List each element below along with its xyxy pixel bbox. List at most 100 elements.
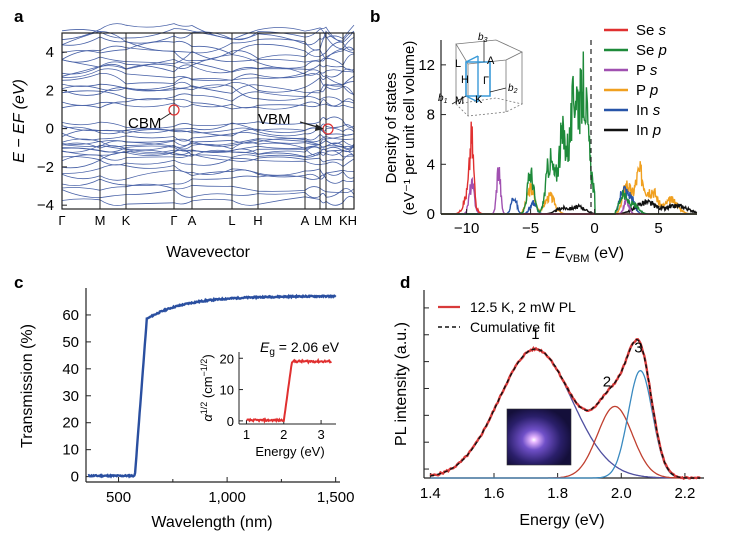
trans-xtick-label: 500 <box>106 489 131 506</box>
cbm-marker <box>168 104 180 116</box>
absorption-inset: 1 2 3 0 10 20 Eg = 2.06 eV Energy (eV) α1/2 (… <box>199 339 340 459</box>
bz-irreducible-wedge <box>465 61 491 97</box>
inset-xtick-label: 3 <box>317 427 324 442</box>
bz-label-L: L <box>455 58 461 70</box>
band-line <box>61 138 355 147</box>
dos-y-axis-label-line1: Density of states <box>383 73 400 184</box>
vbm-marker <box>322 123 334 135</box>
dos-ytick-label: 12 <box>418 57 435 74</box>
dos-ytick-label: 0 <box>427 206 435 223</box>
brillouin-zone-inset: b3 b1 b2 L A H Γ M K <box>438 32 524 117</box>
inset-xtick-label: 1 <box>243 427 250 442</box>
band-plot-frame <box>61 32 355 210</box>
pl-xtick-label: 1.8 <box>547 485 568 502</box>
vbm-arrow-head <box>315 124 324 131</box>
trans-x-axis-label: Wavelength (nm) <box>151 514 272 531</box>
trans-y-axis-label: Transmission (%) <box>19 324 36 448</box>
band-ytick-label: −4 <box>37 197 54 214</box>
dos-xlabel-sub: VBM <box>566 253 590 265</box>
pl-ticks: 1.4 1.6 1.8 2.0 2.2 <box>420 307 695 502</box>
bz-label-K: K <box>475 94 483 106</box>
legend-element: In <box>636 102 653 119</box>
band-line <box>61 46 355 65</box>
band-k-label: KH <box>339 213 357 228</box>
band-line <box>61 26 355 43</box>
inset-gap-sub: g <box>269 347 275 358</box>
band-line <box>61 77 355 93</box>
band-k-labels: Γ M K Γ A L H A LM KH <box>58 213 357 228</box>
band-line <box>61 122 355 134</box>
bz-label-b1: b1 <box>438 93 448 105</box>
dos-y-axis-label-line2: (eV⁻¹ per unit cell volume) <box>401 41 418 216</box>
band-line <box>61 58 355 75</box>
legend-orbital: s <box>653 102 661 119</box>
band-k-label: K <box>122 213 131 228</box>
cbm-label: CBM <box>128 115 161 132</box>
trans-ytick-label: 10 <box>62 442 79 459</box>
legend-pl-label: 12.5 K, 2 mW PL <box>470 299 576 315</box>
inset-x-axis-label: Energy (eV) <box>255 444 324 459</box>
bz-label-b3: b3 <box>478 32 488 44</box>
legend-label: Se p <box>636 42 667 59</box>
legend-orbital: p <box>652 122 661 139</box>
legend-label: In p <box>636 122 661 139</box>
bz-label-M: M <box>455 95 464 107</box>
band-k-label: Γ <box>170 213 177 228</box>
bz-top-face <box>455 39 523 65</box>
inset-gap-main: E <box>260 339 270 355</box>
band-line <box>61 72 355 86</box>
band-line <box>61 153 355 163</box>
legend-label: P s <box>636 62 658 79</box>
band-line <box>61 188 355 199</box>
pl-cumulative-fit-curve <box>430 338 701 479</box>
band-line <box>61 40 355 58</box>
band-y-ticks: −4 −2 0 2 4 <box>37 44 67 214</box>
band-line <box>61 157 355 169</box>
trans-ytick-label: 30 <box>62 388 79 405</box>
transmission-curve <box>87 293 337 479</box>
panel-label-d: d <box>400 273 410 292</box>
panel-label-c: c <box>14 273 23 292</box>
band-line <box>61 97 355 110</box>
inset-xtick-label: 2 <box>280 427 287 442</box>
panel-d: d 1.4 1.6 1.8 2.0 2.2 1 2 3 Energy (eV) PL int… <box>393 273 704 529</box>
band-line <box>61 132 355 142</box>
bz-bottom-face <box>455 97 524 117</box>
trans-ytick-label: 0 <box>71 469 79 486</box>
band-line <box>61 183 355 193</box>
band-line <box>61 23 355 41</box>
band-line <box>61 61 355 78</box>
panel-b: b −10 −5 0 5 0 4 8 12 E − EVBM (eV) Density of … <box>370 7 698 265</box>
dos-xtick-label: −5 <box>522 220 539 237</box>
bz-label-A: A <box>487 55 495 67</box>
dos-xlabel-unit: (eV) <box>589 245 624 262</box>
legend-label: In s <box>636 102 661 119</box>
bz-wedge-edge-2 <box>465 55 479 63</box>
band-line <box>61 125 355 137</box>
inset-y-axis-label: α1/2 (cm−1/2) <box>199 354 215 421</box>
band-line <box>61 68 355 81</box>
band-line <box>61 116 355 129</box>
bz-b2-arrow <box>489 87 507 93</box>
inset-alpha-curve <box>246 357 332 424</box>
bz-label-gamma: Γ <box>483 75 489 87</box>
pl-crystal-photo <box>506 408 572 466</box>
band-k-label: A <box>188 213 197 228</box>
pl-peak-label: 3 <box>634 340 642 357</box>
band-line <box>61 35 355 54</box>
dos-xtick-label: −10 <box>454 220 479 237</box>
legend-label: Se s <box>636 22 667 39</box>
band-k-label: A <box>301 213 310 228</box>
dos-legend: Se sSe pP sP pIn sIn p <box>604 22 667 139</box>
bz-label-b2: b2 <box>508 83 518 95</box>
pl-xtick-label: 1.4 <box>420 485 441 502</box>
inset-ytick-label: 0 <box>227 414 234 429</box>
pl-xtick-label: 1.6 <box>484 485 505 502</box>
band-line <box>61 45 355 62</box>
inset-gap-annotation: Eg = 2.06 eV <box>260 339 340 358</box>
legend-orbital: p <box>649 82 658 99</box>
legend-orbital: p <box>658 42 667 59</box>
